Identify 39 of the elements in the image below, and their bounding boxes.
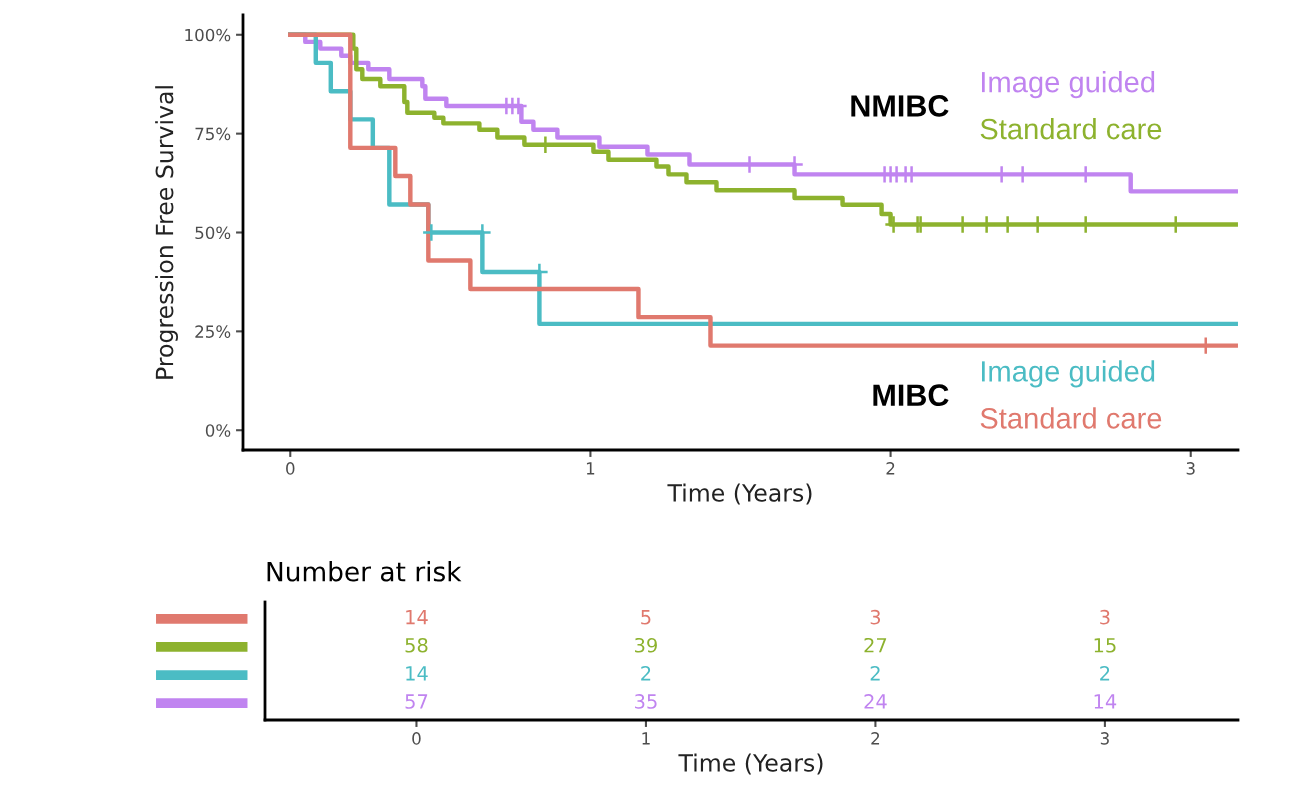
data-label: 14 [406, 610, 428, 625]
data-label: 35 [635, 694, 657, 709]
y-tick-label: 75% [195, 127, 231, 141]
x-tick-label: 2 [871, 732, 880, 745]
y-axis-title: Progression Free Survival [155, 86, 178, 379]
x-tick-label: 2 [886, 462, 895, 475]
data-label: 57 [405, 694, 428, 709]
annotation: NMIBC [851, 95, 949, 117]
data-label: 39 [635, 637, 657, 653]
x-axis-title: Time (Years) [678, 753, 823, 775]
data-label: 24 [864, 694, 887, 709]
data-label: 58 [405, 637, 428, 653]
chart-title: Number at risk [267, 561, 462, 582]
x-tick-label: 0 [286, 462, 295, 475]
data-label: 2 [870, 665, 880, 681]
text: Image guided [981, 71, 1155, 99]
y-tick-label: 25% [195, 325, 231, 338]
data-label: 2 [641, 665, 651, 681]
x-tick-label: 1 [642, 732, 650, 745]
x-tick-label: 1 [586, 462, 595, 475]
y-tick-label: 100% [185, 28, 231, 42]
y-tick-label: 50% [195, 226, 231, 240]
data-label: 3 [1100, 609, 1110, 625]
text: Standard care [980, 407, 1162, 429]
text: Standard care [980, 117, 1162, 140]
x-tick-label: 3 [1186, 462, 1195, 475]
y-tick-label: 0% [205, 424, 231, 437]
series-label: Image guided [981, 360, 1155, 388]
annotation: MIBC [873, 384, 949, 406]
data-label: 14 [1094, 694, 1117, 709]
data-label: 2 [1100, 665, 1110, 681]
data-label: 15 [1094, 638, 1116, 653]
x-tick-label: 3 [1100, 732, 1109, 745]
data-label: 27 [864, 637, 887, 653]
x-tick-label: 0 [412, 732, 421, 745]
data-label: 14 [406, 666, 428, 681]
data-label: 3 [870, 609, 881, 625]
x-axis-title: Time (Years) [667, 483, 812, 505]
data-label: 5 [641, 610, 651, 625]
